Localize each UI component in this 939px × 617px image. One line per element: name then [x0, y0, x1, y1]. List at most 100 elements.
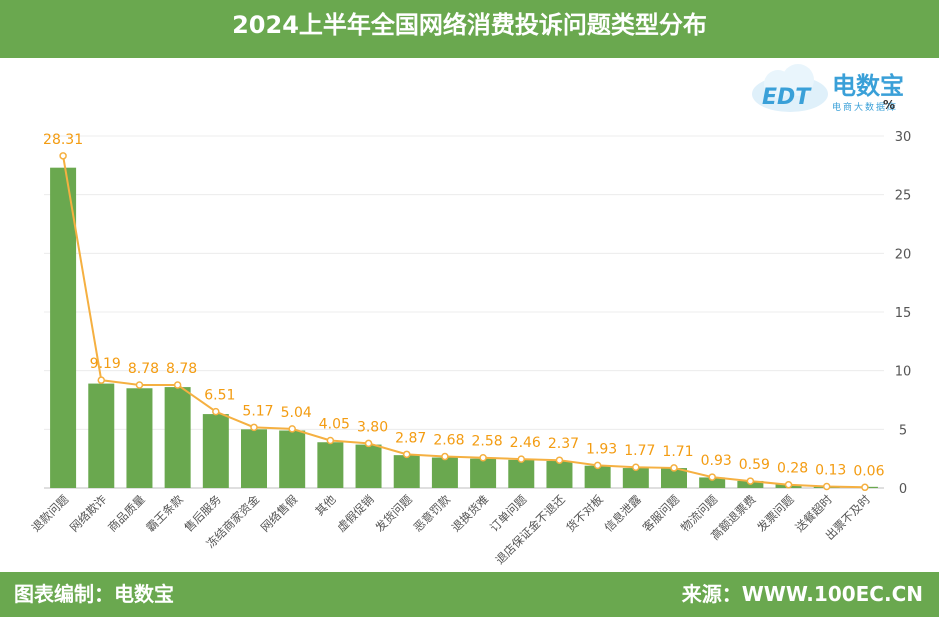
bar [546, 461, 573, 488]
value-label: 1.93 [586, 441, 617, 457]
value-label: 4.05 [319, 416, 350, 432]
value-label: 1.71 [662, 444, 693, 460]
bar [126, 388, 153, 488]
bar [202, 414, 229, 488]
x-tick-label: 虚假促销 [334, 492, 376, 534]
bar [699, 477, 726, 488]
logo-tagline: 电商大数据库 [832, 103, 899, 113]
trend-point [364, 439, 373, 448]
value-label: 0.13 [815, 462, 846, 478]
cloud-logo-icon: EDT [752, 64, 828, 112]
value-label: 0.59 [739, 457, 770, 473]
bar [355, 444, 382, 488]
trend-point [250, 423, 258, 432]
x-tick-label: 客服问题 [640, 492, 683, 535]
value-label: 0.06 [853, 463, 884, 479]
trend-point [517, 455, 526, 463]
value-label: 5.04 [281, 405, 312, 421]
value-label: 2.46 [510, 435, 541, 451]
trend-point [670, 464, 678, 472]
bar [431, 457, 458, 488]
value-label: 5.17 [242, 403, 273, 419]
bar [317, 442, 344, 488]
trend-point [402, 450, 411, 459]
trend-point [861, 483, 869, 492]
trend-point [746, 477, 755, 485]
trend-point [59, 152, 67, 160]
bar-line-chart: 0 5 10 15 20 25 30 28.31 9.19 8.78 8.78 6.51 5.17 5.… [29, 130, 912, 567]
trend-line-path [62, 155, 865, 489]
x-tick-label: 其他 [312, 492, 339, 519]
y-axis-ticks: 0 5 10 15 20 25 30 [895, 130, 912, 497]
x-tick-label: 霸王条款 [143, 492, 186, 535]
value-label: 2.37 [548, 436, 579, 452]
y-axis-unit: % [883, 98, 896, 112]
y-tick-label: 15 [895, 306, 912, 321]
bar [279, 430, 306, 488]
trend-point [173, 381, 182, 389]
trend-point [632, 463, 640, 471]
y-tick-label: 0 [899, 482, 907, 497]
x-tick-label: 退款问题 [29, 492, 72, 535]
trend-point [822, 482, 831, 491]
value-label: 8.78 [166, 361, 197, 377]
bar [50, 167, 77, 488]
chart-header: 2024上半年全国网络消费投诉问题类型分布 [0, 0, 939, 58]
trend-point [212, 407, 220, 416]
bar [470, 458, 497, 488]
chart-footer: 图表编制：电数宝 来源：WWW.100EC.CN [0, 572, 939, 617]
brand-logo: EDT 电数宝 电商大数据库 % [748, 60, 933, 120]
value-label: 3.80 [357, 419, 388, 435]
trend-points [59, 152, 869, 492]
trend-point [97, 376, 106, 384]
y-tick-label: 25 [895, 189, 912, 204]
y-tick-label: 5 [899, 423, 907, 438]
bar [622, 468, 649, 488]
x-tick-label: 发货问题 [372, 492, 415, 535]
trend-point [708, 473, 716, 481]
y-tick-label: 20 [895, 247, 912, 262]
trend-point [326, 436, 335, 445]
value-label: 9.19 [90, 356, 121, 372]
bar [88, 383, 115, 488]
value-label: 1.77 [624, 443, 655, 459]
trend-point [593, 461, 602, 470]
value-label: 0.28 [777, 461, 808, 477]
trend-point [555, 456, 564, 464]
value-label: 0.93 [701, 453, 732, 469]
x-tick-label: 退换货难 [449, 492, 491, 534]
x-tick-label: 发票问题 [754, 492, 797, 535]
bar [164, 387, 191, 488]
bar [508, 459, 535, 488]
y-tick-label: 30 [895, 130, 912, 145]
footer-compiler: 图表编制：电数宝 [14, 582, 174, 606]
value-label: 2.87 [395, 430, 426, 446]
x-tick-label: 商品质量 [105, 492, 147, 534]
value-label: 8.78 [128, 361, 159, 377]
logo-mark: EDT [762, 85, 812, 110]
trend-point [135, 381, 144, 389]
y-tick-label: 10 [895, 365, 912, 380]
bar [584, 465, 611, 488]
bar [393, 455, 420, 488]
value-label: 6.51 [204, 388, 235, 404]
footer-source: 来源：WWW.100EC.CN [681, 582, 923, 606]
value-label: 28.31 [43, 132, 83, 148]
x-tick-label: 货不对板 [563, 492, 606, 535]
trend-point [784, 480, 793, 489]
x-tick-label: 信息泄露 [602, 492, 645, 535]
bar [241, 429, 267, 488]
trend-point [441, 452, 449, 461]
value-labels: 28.31 9.19 8.78 8.78 6.51 5.17 5.04 4.05 3.80 2.8… [43, 132, 885, 479]
trend-line [62, 155, 865, 489]
trend-point [479, 453, 487, 462]
bar [661, 468, 687, 488]
x-tick-label: 恶意罚款 [411, 492, 454, 535]
value-label: 2.68 [433, 433, 464, 449]
x-tick-label: 网络售假 [258, 492, 301, 535]
x-tick-label: 网络欺诈 [67, 492, 110, 535]
chart-title: 2024上半年全国网络消费投诉问题类型分布 [232, 11, 707, 39]
x-tick-label: 退店保证金不退还 [493, 492, 568, 567]
logo-brand: 电数宝 [832, 72, 904, 100]
